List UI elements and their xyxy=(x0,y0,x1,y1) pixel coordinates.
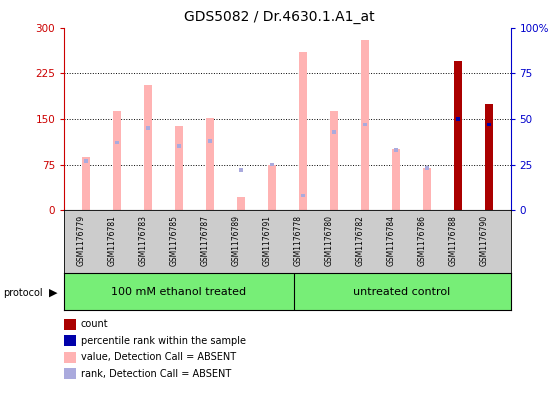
Bar xyxy=(299,52,307,210)
Text: GSM1176787: GSM1176787 xyxy=(201,215,210,266)
Text: protocol: protocol xyxy=(3,288,42,298)
Text: GSM1176786: GSM1176786 xyxy=(418,215,427,266)
Bar xyxy=(456,117,460,121)
Text: count: count xyxy=(81,319,109,329)
Bar xyxy=(392,149,400,210)
Text: GDS5082 / Dr.4630.1.A1_at: GDS5082 / Dr.4630.1.A1_at xyxy=(184,10,374,24)
Text: GSM1176785: GSM1176785 xyxy=(170,215,179,266)
Bar xyxy=(485,104,493,210)
Bar xyxy=(177,145,181,148)
Bar xyxy=(239,168,243,172)
Bar xyxy=(268,165,276,210)
Text: GSM1176784: GSM1176784 xyxy=(387,215,396,266)
Text: rank, Detection Call = ABSENT: rank, Detection Call = ABSENT xyxy=(81,369,231,379)
Bar xyxy=(332,130,336,134)
Text: GSM1176779: GSM1176779 xyxy=(77,215,86,266)
Text: GSM1176788: GSM1176788 xyxy=(449,215,458,266)
Text: GSM1176790: GSM1176790 xyxy=(480,215,489,266)
Text: percentile rank within the sample: percentile rank within the sample xyxy=(81,336,246,346)
Bar xyxy=(82,157,90,210)
Bar xyxy=(394,148,398,152)
Bar xyxy=(487,123,490,126)
Bar xyxy=(144,85,152,210)
Bar xyxy=(454,61,461,210)
Text: GSM1176783: GSM1176783 xyxy=(139,215,148,266)
Text: GSM1176781: GSM1176781 xyxy=(108,215,117,266)
Bar xyxy=(206,118,214,210)
Bar xyxy=(425,166,429,170)
Text: ▶: ▶ xyxy=(49,288,57,298)
Bar xyxy=(146,126,150,130)
Bar xyxy=(270,163,274,166)
Bar xyxy=(301,194,305,197)
Bar xyxy=(330,111,338,210)
Bar xyxy=(115,141,119,145)
Bar xyxy=(113,111,121,210)
Text: GSM1176789: GSM1176789 xyxy=(232,215,241,266)
Text: value, Detection Call = ABSENT: value, Detection Call = ABSENT xyxy=(81,352,236,362)
Text: 100 mM ethanol treated: 100 mM ethanol treated xyxy=(111,287,247,297)
Bar xyxy=(363,123,367,126)
Text: GSM1176780: GSM1176780 xyxy=(325,215,334,266)
Bar xyxy=(175,126,183,210)
Bar xyxy=(237,197,245,210)
Bar xyxy=(84,159,88,163)
Bar xyxy=(361,40,369,210)
Bar xyxy=(485,104,493,210)
Bar xyxy=(208,139,211,143)
Text: GSM1176791: GSM1176791 xyxy=(263,215,272,266)
Text: GSM1176782: GSM1176782 xyxy=(356,215,365,266)
Text: untreated control: untreated control xyxy=(353,287,451,297)
Bar xyxy=(423,167,431,210)
Text: GSM1176778: GSM1176778 xyxy=(294,215,303,266)
